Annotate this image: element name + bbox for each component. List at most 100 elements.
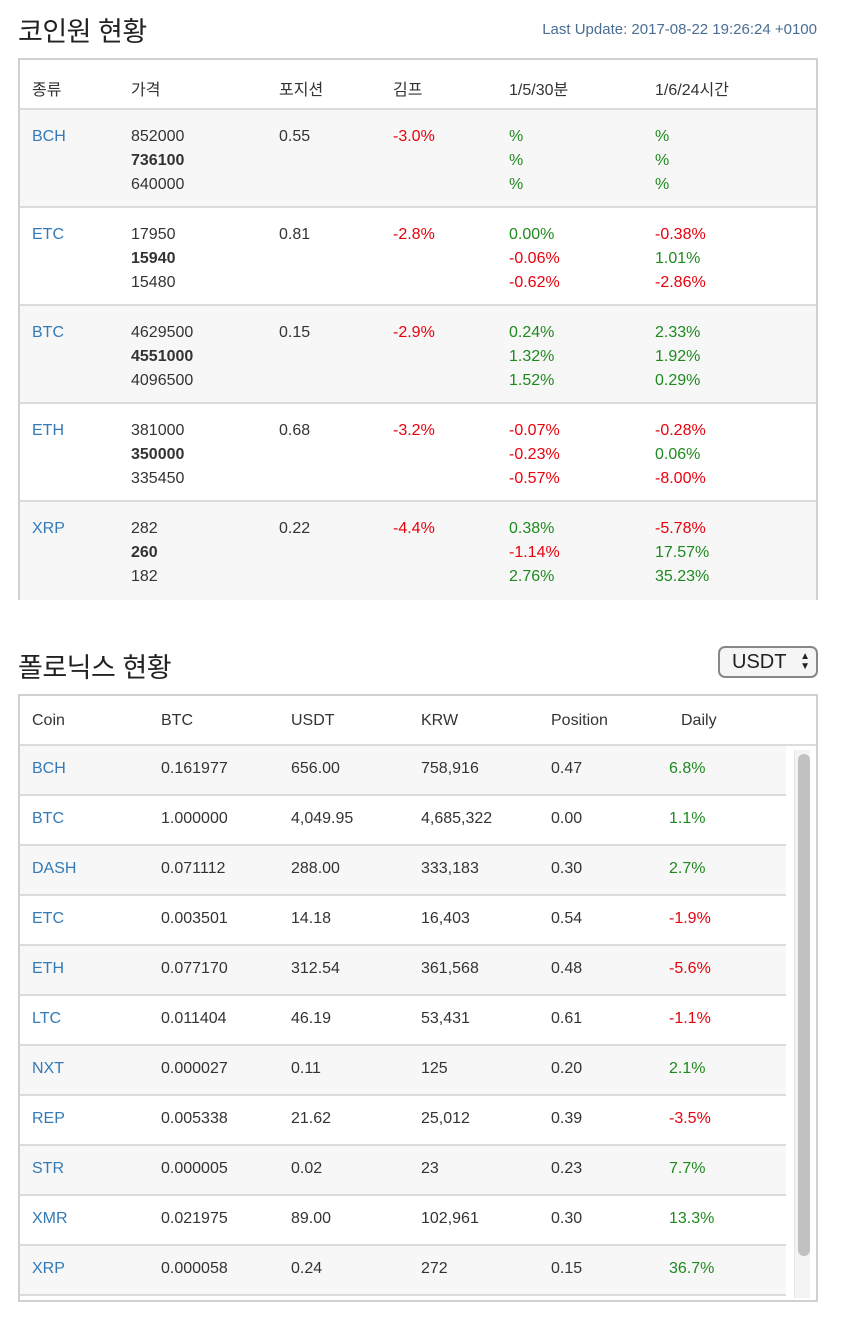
coin-link[interactable]: BCH [32,760,66,777]
price-current: 736100 [131,152,185,169]
coinone-row: ETH 381000 350000 335450 0.68 -3.2% -0.07% -0.2… [20,404,816,502]
kimp-value: -2.9% [393,324,435,341]
coin-link[interactable]: BTC [32,810,64,827]
price-current: 260 [131,544,158,561]
coin-link[interactable]: DASH [32,860,77,877]
krw-value: 102,961 [421,1210,479,1227]
position-value: 0.81 [279,226,311,243]
hour-change: -2.86% [655,274,706,291]
daily-change: 36.7% [669,1260,715,1277]
usdt-value: 0.24 [291,1260,323,1277]
coinone-table-header: 종류 가격 포지션 김프 1/5/30분 1/6/24시간 [20,60,816,110]
price-stack: 282 260 182 [131,517,158,589]
price-stack: 381000 350000 335450 [131,419,184,491]
hour-change: 2.33% [655,324,701,341]
poloniex-row: LTC 0.011404 46.19 53,431 0.61 -1.1% [20,996,786,1046]
price-low: 182 [131,568,158,585]
coinone-section-title: 코인원 현황 [18,17,147,47]
hour-change: % [655,128,670,145]
krw-value: 272 [421,1260,448,1277]
coinone-row: BTC 4629500 4551000 4096500 0.15 -2.9% 0.24% 1.… [20,306,816,404]
minute-change: -0.07% [509,422,560,439]
position-value: 0.15 [279,324,311,341]
poloniex-row: REP 0.005338 21.62 25,012 0.39 -3.5% [20,1096,786,1146]
position-value: 0.30 [551,860,583,877]
poloniex-row: BCH 0.161977 656.00 758,916 0.47 6.8% [20,746,786,796]
hour-change: 17.57% [655,544,710,561]
daily-change: -1.1% [669,1010,711,1027]
krw-value: 25,012 [421,1110,470,1127]
minute-changes: -0.07% -0.23% -0.57% [509,419,560,491]
krw-value: 53,431 [421,1010,470,1027]
position-value: 0.00 [551,810,583,827]
coin-link[interactable]: XRP [32,520,65,537]
usdt-value: 312.54 [291,960,340,977]
hour-change: -0.38% [655,226,706,243]
scrollbar-thumb[interactable] [798,754,810,1256]
minute-change: -0.23% [509,446,560,463]
price-current: 4551000 [131,348,194,365]
poloniex-row: BTC 1.000000 4,049.95 4,685,322 0.00 1.1% [20,796,786,846]
hour-change: 1.01% [655,250,701,267]
header-hours: 1/6/24시간 [655,82,729,99]
position-value: 0.23 [551,1160,583,1177]
poloniex-scrollbar[interactable] [794,750,810,1298]
header-position: 포지션 [279,82,324,99]
position-value: 0.54 [551,910,583,927]
minute-change: 0.00% [509,226,555,243]
price-stack: 17950 15940 15480 [131,223,176,295]
btc-value: 0.071112 [161,860,226,877]
coin-link[interactable]: NXT [32,1060,64,1077]
header-usdt: USDT [291,712,335,729]
coin-link[interactable]: BCH [32,128,66,145]
hour-changes: -0.38% 1.01% -2.86% [655,223,706,295]
price-stack: 852000 736100 640000 [131,125,184,197]
btc-value: 0.161977 [161,760,228,777]
header-krw: KRW [421,712,459,729]
hour-change: 1.92% [655,348,701,365]
coin-link[interactable]: ETC [32,226,64,243]
price-high: 282 [131,520,158,537]
coin-link[interactable]: ETC [32,910,64,927]
coin-link[interactable]: ETH [32,422,64,439]
poloniex-table-body[interactable]: BCH 0.161977 656.00 758,916 0.47 6.8% BTC 1.000… [20,746,786,1296]
hour-change: 0.29% [655,372,701,389]
coin-link[interactable]: BTC [32,324,64,341]
btc-value: 0.005338 [161,1110,228,1127]
coin-link[interactable]: XMR [32,1210,68,1227]
header-type: 종류 [32,82,62,99]
minute-change: 1.52% [509,372,555,389]
minute-change: -0.57% [509,470,560,487]
position-value: 0.30 [551,1210,583,1227]
minute-changes: 0.00% -0.06% -0.62% [509,223,560,295]
minute-change: -1.14% [509,544,560,561]
coinone-row: XRP 282 260 182 0.22 -4.4% 0.38% -1.14% 2.76% -5.… [20,502,816,600]
usdt-value: 46.19 [291,1010,332,1027]
coin-link[interactable]: LTC [32,1010,62,1027]
daily-change: 13.3% [669,1210,715,1227]
krw-value: 23 [421,1160,439,1177]
price-low: 15480 [131,274,176,291]
coin-link[interactable]: STR [32,1160,64,1177]
minute-change: % [509,128,524,145]
coinone-row: BCH 852000 736100 640000 0.55 -3.0%%%%%%% [20,110,816,208]
usdt-value: 21.62 [291,1110,332,1127]
position-value: 0.48 [551,960,583,977]
krw-value: 125 [421,1060,448,1077]
coin-link[interactable]: REP [32,1110,65,1127]
price-low: 640000 [131,176,185,193]
coin-link[interactable]: XRP [32,1260,65,1277]
price-high: 4629500 [131,324,194,341]
daily-change: 2.7% [669,860,706,877]
poloniex-section-title: 폴로닉스 현황 [18,653,172,683]
header-kimp: 김프 [393,82,423,99]
krw-value: 361,568 [421,960,479,977]
kimp-value: -4.4% [393,520,435,537]
poloniex-row: ETC 0.003501 14.18 16,403 0.54 -1.9% [20,896,786,946]
usdt-value: 89.00 [291,1210,332,1227]
position-value: 0.68 [279,422,311,439]
currency-select[interactable]: USDT ▲ ▼ [718,646,818,678]
coin-link[interactable]: ETH [32,960,64,977]
hour-change: -8.00% [655,470,706,487]
btc-value: 0.000058 [161,1260,228,1277]
